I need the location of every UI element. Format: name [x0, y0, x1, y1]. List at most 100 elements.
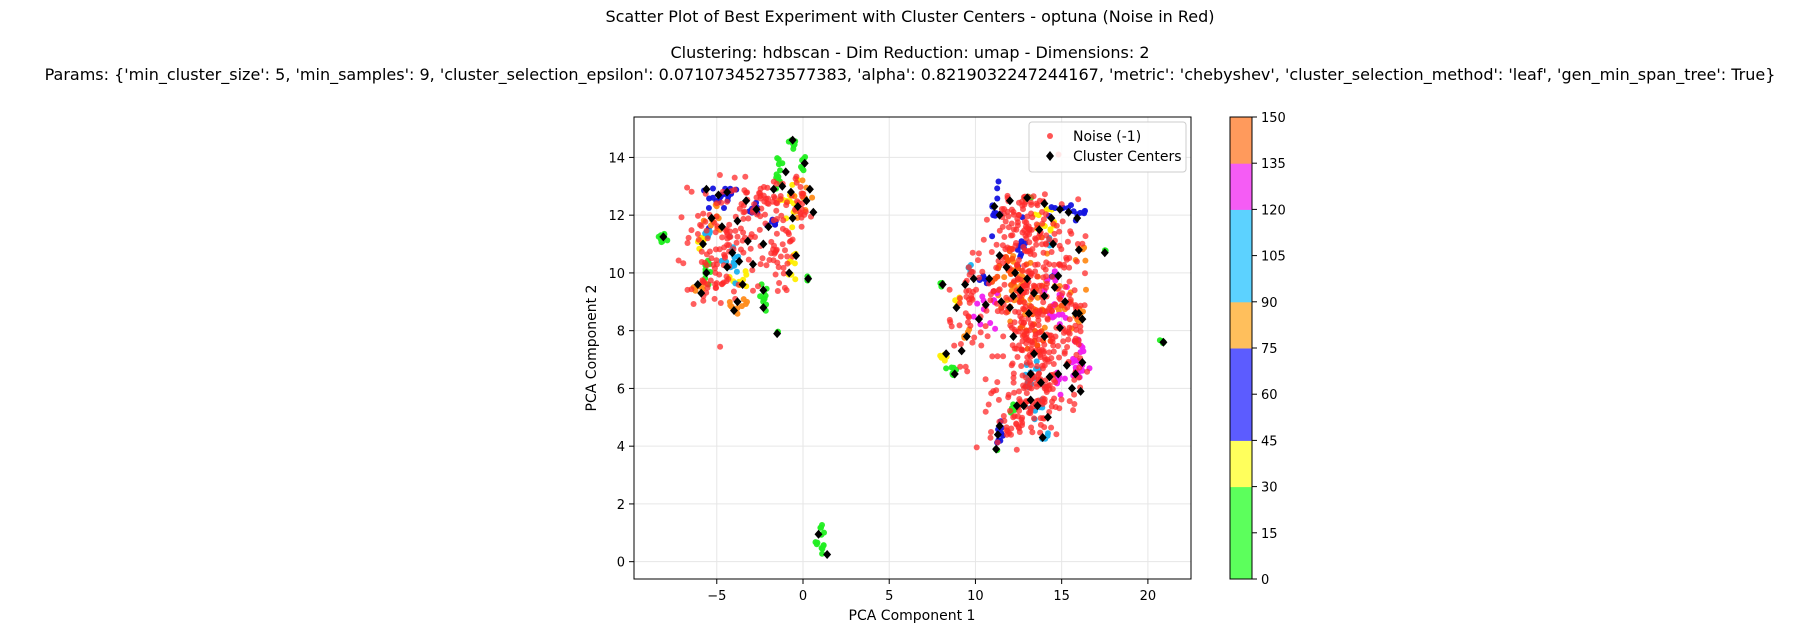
noise-point	[678, 214, 685, 221]
noise-point	[1034, 261, 1041, 268]
noise-point	[700, 297, 707, 304]
cluster-center-marker	[997, 297, 1006, 307]
noise-point	[780, 217, 787, 224]
noise-point	[784, 199, 790, 206]
noise-point	[698, 259, 705, 265]
noise-point	[690, 301, 697, 307]
cluster-center-marker	[659, 232, 668, 242]
cluster-point	[744, 298, 750, 305]
y-tick-label: 4	[617, 440, 625, 455]
y-tick-label: 12	[608, 209, 625, 224]
noise-point	[951, 342, 958, 349]
noise-point	[1068, 300, 1075, 307]
noise-point	[768, 238, 775, 245]
noise-point	[778, 212, 785, 219]
noise-point	[1064, 238, 1071, 245]
noise-point	[973, 286, 980, 293]
cluster-point	[772, 221, 779, 228]
cluster-center-marker	[974, 314, 983, 324]
noise-point	[989, 353, 996, 360]
cluster-center-marker	[1023, 193, 1032, 203]
chart-subtitle-params: Params: {'min_cluster_size': 5, 'min_sam…	[44, 65, 1776, 84]
noise-point	[1021, 328, 1028, 335]
noise-point	[1066, 291, 1073, 298]
noise-point	[684, 184, 691, 191]
cluster-center-marker	[800, 158, 809, 168]
noise-point	[957, 341, 964, 347]
cluster-point	[994, 185, 1001, 192]
cluster-center-marker	[1043, 412, 1052, 422]
noise-point	[1040, 249, 1047, 256]
noise-point	[759, 255, 766, 262]
cluster-center-marker	[788, 213, 797, 223]
noise-point	[785, 231, 792, 238]
noise-point	[1077, 302, 1084, 309]
noise-point	[776, 280, 783, 286]
noise-point	[747, 245, 754, 252]
noise-point	[1050, 361, 1057, 367]
noise-point	[703, 227, 710, 234]
y-tick-label: 6	[617, 382, 625, 397]
noise-point	[1001, 281, 1008, 288]
cluster-center-marker	[769, 184, 778, 194]
noise-point	[963, 288, 970, 295]
noise-point	[980, 236, 987, 243]
cluster-center-marker	[1045, 372, 1054, 382]
noise-point	[1082, 233, 1089, 240]
cluster-point	[664, 237, 671, 244]
noise-point	[1042, 266, 1049, 273]
noise-point	[1005, 213, 1012, 220]
noise-point	[1028, 424, 1035, 431]
noise-point	[740, 249, 747, 256]
noise-point	[1027, 199, 1034, 206]
noise-point	[731, 174, 738, 181]
noise-point	[1010, 374, 1017, 381]
cluster-center-markers	[659, 135, 1168, 559]
y-axis-label: PCA Component 2	[584, 285, 600, 412]
cluster-center-marker	[1040, 331, 1049, 341]
noise-point	[1076, 364, 1083, 371]
noise-point	[756, 190, 763, 196]
cluster-point	[792, 276, 799, 283]
cluster-center-marker	[793, 202, 802, 212]
noise-point	[969, 339, 976, 346]
noise-point	[1013, 240, 1019, 246]
noise-point	[1041, 341, 1048, 348]
cluster-center-marker	[1026, 395, 1035, 405]
noise-point	[1010, 379, 1017, 386]
noise-point	[1034, 273, 1041, 280]
y-tick-label: 0	[617, 556, 625, 571]
noise-point	[1018, 363, 1025, 369]
chart-subtitle-clustering: Clustering: hdbscan - Dim Reduction: uma…	[670, 43, 1150, 62]
cluster-point	[809, 194, 816, 201]
colorbar-band	[1230, 532, 1252, 580]
legend-box	[1028, 121, 1187, 173]
cluster-point	[1047, 227, 1054, 234]
noise-point	[1020, 244, 1027, 250]
cluster-point	[1049, 314, 1056, 321]
noise-point	[1004, 244, 1011, 251]
noise-point	[1072, 335, 1079, 342]
colorbar-tick-label: 120	[1261, 203, 1286, 218]
cluster-center-marker	[805, 184, 814, 194]
cluster-center-marker	[1064, 207, 1073, 217]
noise-point	[1003, 424, 1010, 431]
noise-point	[996, 227, 1003, 234]
colorbar-tick-label: 30	[1261, 481, 1278, 496]
noise-point	[718, 199, 725, 206]
noise-point	[702, 218, 709, 225]
colorbar-band	[1230, 209, 1252, 257]
legend-noise-label: Noise (-1)	[1073, 129, 1141, 145]
cluster-point	[1081, 208, 1088, 215]
noise-point	[684, 240, 691, 246]
noise-point	[975, 250, 982, 257]
noise-point	[1038, 282, 1045, 289]
noise-point	[723, 273, 730, 280]
noise-point	[1008, 431, 1014, 438]
noise-point	[688, 286, 695, 293]
noise-point	[1023, 219, 1030, 226]
noise-point	[1011, 345, 1018, 352]
noise-point	[685, 234, 692, 241]
noise-point	[1059, 218, 1066, 225]
noise-point	[1023, 374, 1030, 381]
